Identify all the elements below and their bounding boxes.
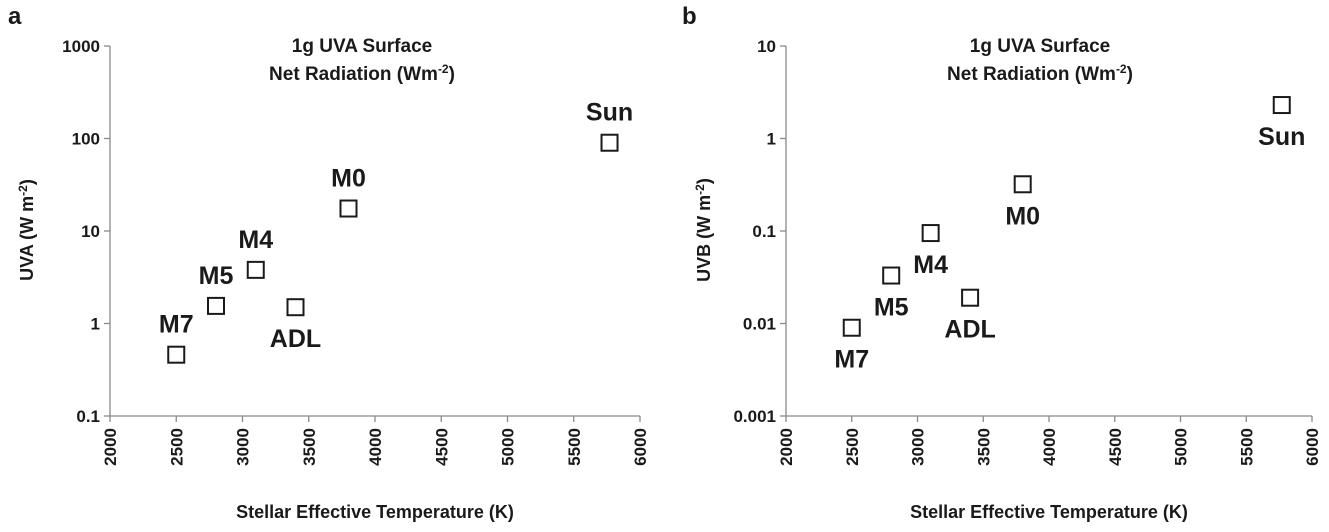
data-point-sun (600, 133, 619, 152)
x-tick-label: 2000 (777, 428, 796, 466)
chart-title-line2: Net Radiation (Wm-2) (947, 62, 1133, 85)
data-point-m7 (842, 318, 861, 337)
data-point-m4 (921, 224, 940, 243)
y-axis-label: UVB (W m-2) (693, 178, 714, 282)
chart-title-line2-end: ) (449, 64, 455, 85)
chart-title-line1: 1g UVA Surface (970, 36, 1110, 57)
point-label-m0: M0 (331, 165, 366, 193)
y-tick-label: 0.001 (733, 407, 776, 426)
plot-area: 0.1 1 10 100 1000 2000 2500 3000 3500 4000 4500 500… (62, 37, 650, 466)
y-axis-label-sup: -2 (16, 185, 30, 196)
y-tick-label: 1 (767, 130, 776, 149)
y-tick-label: 0.1 (76, 407, 100, 426)
chart-title-line2: Net Radiation (Wm-2) (269, 62, 455, 85)
y-tick-label: 0.1 (752, 222, 776, 241)
point-label-m4: M4 (913, 251, 948, 279)
x-tick-label: 6000 (631, 428, 650, 466)
y-axis-label: UVA (W m-2) (16, 179, 37, 281)
y-tick-label: 10 (81, 222, 100, 241)
y-tick-label: 0.01 (743, 315, 776, 334)
point-label-m4: M4 (238, 226, 273, 254)
x-tick-label: 2500 (167, 428, 186, 466)
point-label-sun: Sun (586, 99, 633, 127)
chart-title-line2-main: Net Radiation (Wm (269, 64, 438, 85)
x-tick-label: 5000 (1172, 428, 1191, 466)
y-axis-label-main: UVA (W m (17, 196, 37, 281)
point-label-adl: ADL (944, 316, 995, 344)
data-point-m0 (339, 199, 358, 218)
y-tick-label: 1000 (62, 37, 100, 56)
panel-b: b 1g UVA Surface Net Radiation (Wm-2) UV… (682, 3, 1322, 522)
point-label-m0: M0 (1005, 202, 1040, 230)
data-point-m5 (882, 266, 901, 285)
x-tick-label: 4000 (366, 428, 385, 466)
x-tick-label: 5500 (565, 428, 584, 466)
x-axis-label: Stellar Effective Temperature (K) (910, 502, 1188, 522)
chart-title-line2-sup: -2 (438, 62, 449, 76)
x-tick-label: 3000 (234, 428, 253, 466)
chart-title-line2-sup: -2 (1116, 62, 1127, 76)
point-label-adl: ADL (270, 325, 321, 353)
y-tick-label: 10 (757, 37, 776, 56)
data-point-sun (1272, 96, 1291, 115)
x-tick-label: 2000 (101, 428, 120, 466)
data-point-adl (961, 288, 980, 307)
point-label-m5: M5 (199, 262, 234, 290)
y-tick-label: 100 (72, 130, 100, 149)
point-label-m5: M5 (874, 294, 909, 322)
data-point-m7 (167, 345, 186, 364)
point-label-sun: Sun (1258, 123, 1305, 151)
x-tick-label: 4500 (1106, 428, 1125, 466)
plot-area: 0.001 0.01 0.1 1 10 2000 2500 3000 3500 4000 4500 5… (733, 37, 1322, 466)
chart-title-line2-end: ) (1127, 64, 1133, 85)
x-tick-label: 5500 (1237, 428, 1256, 466)
x-tick-label: 3500 (974, 428, 993, 466)
point-label-m7: M7 (159, 311, 194, 339)
x-axis-label: Stellar Effective Temperature (K) (236, 502, 514, 522)
y-axis-label-main: UVB (W m (694, 195, 714, 282)
panel-letter-b: b (682, 3, 697, 30)
panel-a: a 1g UVA Surface Net Radiation (Wm-2) UV… (8, 3, 650, 522)
y-axis-label-sup: -2 (693, 184, 707, 195)
y-tick-label: 1 (91, 315, 100, 334)
y-axis-label-end: ) (17, 179, 37, 185)
data-point-adl (286, 298, 305, 317)
data-point-m0 (1013, 175, 1032, 194)
x-tick-label: 4500 (432, 428, 451, 466)
x-tick-label: 2500 (843, 428, 862, 466)
chart-title-line2-main: Net Radiation (Wm (947, 64, 1116, 85)
point-label-m7: M7 (834, 346, 869, 374)
panel-letter-a: a (8, 3, 22, 30)
x-tick-label: 5000 (499, 428, 518, 466)
y-axis-label-end: ) (694, 178, 714, 184)
x-tick-label: 6000 (1303, 428, 1322, 466)
data-point-m5 (207, 296, 225, 315)
chart-title-line1: 1g UVA Surface (292, 36, 432, 57)
x-tick-label: 4000 (1040, 428, 1059, 466)
x-tick-label: 3000 (909, 428, 928, 466)
x-tick-label: 3500 (300, 428, 319, 466)
data-point-m4 (246, 260, 265, 279)
